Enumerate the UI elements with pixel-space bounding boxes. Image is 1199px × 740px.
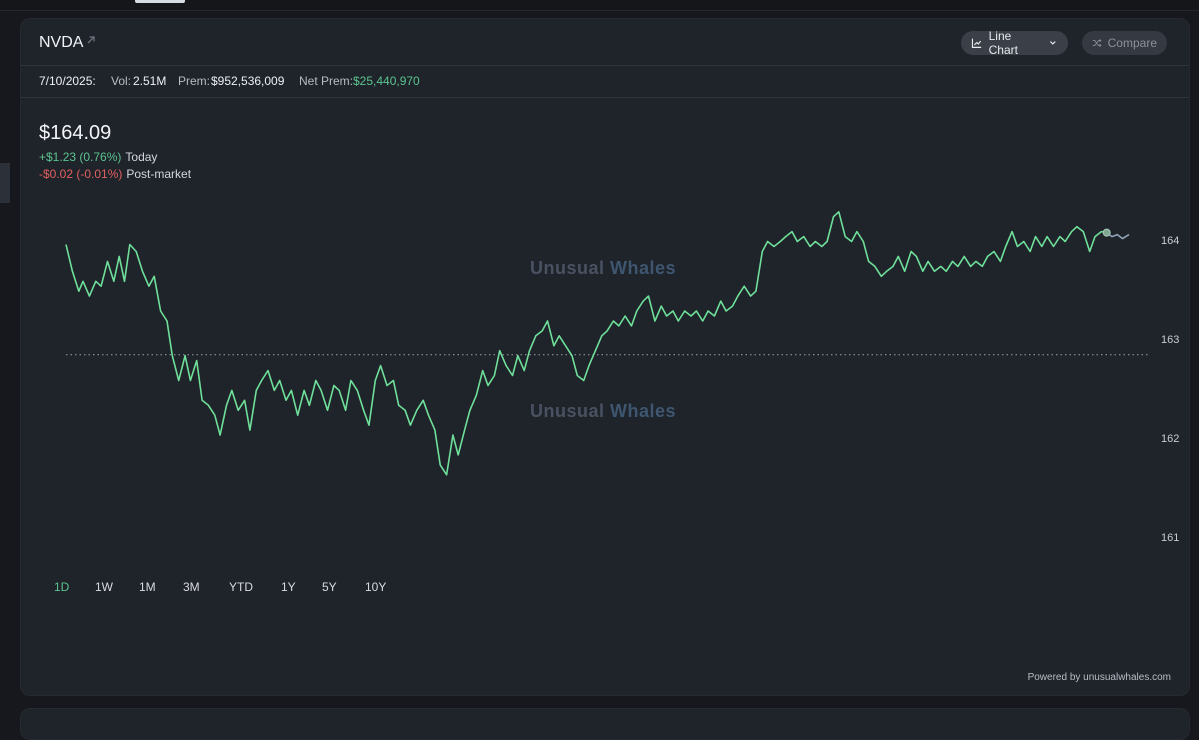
options-stats-row: 7/10/2025: Vol: 2.51M Prem: $952,536,009… <box>21 66 1189 98</box>
shuffle-icon <box>1092 39 1102 47</box>
stats-date: 7/10/2025: <box>39 74 96 88</box>
range-3m[interactable]: 3M <box>183 580 200 594</box>
post-market-label: Post-market <box>126 167 192 181</box>
chart-card: NVDA Line Chart Compare 7/10/2025: Vol: … <box>20 18 1190 696</box>
vol-label: Vol: <box>111 74 132 88</box>
y-tick-label: 164 <box>1161 234 1180 247</box>
watermark-word-2: Whales <box>610 401 677 421</box>
watermark-word-1: Unusual <box>530 401 605 421</box>
side-panel-edge <box>0 163 10 203</box>
watermark-word-1: Unusual <box>530 258 605 278</box>
range-1w[interactable]: 1W <box>95 580 113 594</box>
last-price-marker <box>1102 228 1111 237</box>
post-market-change: -$0.02 (-0.01%) Post-market <box>39 167 191 181</box>
today-change-value: +$1.23 (0.76%) <box>39 150 122 164</box>
watermark-top: Unusual Whales <box>530 258 676 279</box>
current-price: $164.09 <box>39 122 112 144</box>
price-line-series <box>65 211 1107 476</box>
active-tab-indicator <box>135 0 185 3</box>
chart-header: NVDA Line Chart Compare <box>21 19 1189 66</box>
today-label: Today <box>125 150 158 164</box>
ticker-symbol[interactable]: NVDA <box>39 34 84 51</box>
vol-value: 2.51M <box>133 74 167 88</box>
line-chart-icon <box>971 38 982 48</box>
range-5y[interactable]: 5Y <box>322 580 337 594</box>
chart-type-dropdown[interactable]: Line Chart <box>961 29 1068 57</box>
next-card <box>20 708 1190 740</box>
prem-label: Prem: <box>178 74 211 88</box>
y-tick-label: 162 <box>1161 433 1180 446</box>
range-1y[interactable]: 1Y <box>281 580 296 594</box>
today-change: +$1.23 (0.76%) Today <box>39 150 157 164</box>
watermark-bottom: Unusual Whales <box>530 401 676 422</box>
net-prem-label: Net Prem: <box>299 74 354 88</box>
chart-type-label: Line Chart <box>988 29 1018 57</box>
net-prem-value: $25,440,970 <box>353 74 420 88</box>
powered-by: Powered by unusualwhales.com <box>1027 672 1171 683</box>
range-10y[interactable]: 10Y <box>365 580 387 594</box>
post-market-line-series <box>1106 231 1130 240</box>
post-market-value: -$0.02 (-0.01%) <box>39 167 123 181</box>
compare-button[interactable]: Compare <box>1082 31 1167 55</box>
range-1m[interactable]: 1M <box>139 580 156 594</box>
chevron-down-icon <box>1050 41 1056 45</box>
price-chart[interactable] <box>21 19 1189 695</box>
range-1d[interactable]: 1D <box>54 580 70 594</box>
compare-label: Compare <box>1107 36 1157 50</box>
y-tick-label: 161 <box>1161 532 1180 545</box>
y-tick-label: 163 <box>1161 333 1180 346</box>
watermark-word-2: Whales <box>610 258 677 278</box>
external-link-icon[interactable] <box>85 34 97 46</box>
prem-value: $952,536,009 <box>211 74 285 88</box>
top-nav-bar <box>0 0 1199 11</box>
range-ytd[interactable]: YTD <box>229 580 253 594</box>
